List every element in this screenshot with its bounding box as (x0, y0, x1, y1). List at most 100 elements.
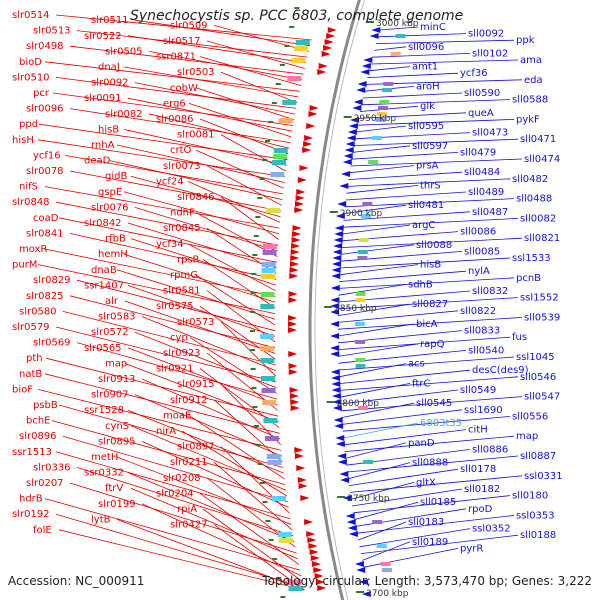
annotation-block (383, 82, 394, 86)
forward-gene-label: folE (33, 525, 52, 536)
leader-line (340, 389, 459, 405)
reverse-gene-label: ssl1552 (520, 293, 559, 304)
leader-line (347, 178, 511, 187)
forward-gene-arrow (326, 33, 336, 39)
backbone-arc (308, 0, 361, 600)
forward-gene-label: slr0207 (26, 478, 64, 489)
forward-gene-label: ssr0332 (84, 468, 124, 479)
leader-line (339, 376, 519, 391)
forward-gene-arrow (308, 543, 318, 549)
leader-line (76, 279, 276, 332)
annotation-block (272, 496, 287, 501)
leader-line (372, 53, 471, 58)
annotation-block (372, 136, 383, 140)
reverse-gene-label: ssl0331 (524, 471, 563, 482)
forward-gene-arrow (291, 243, 301, 249)
forward-gene-label: slr0923 (163, 348, 201, 359)
annotation-block (264, 436, 279, 441)
forward-gene-label: slr0509 (170, 20, 208, 31)
forward-gene-arrow (290, 249, 300, 255)
leader-line (181, 430, 288, 497)
reverse-gene-arrow (333, 243, 343, 249)
reverse-gene-arrow (335, 441, 345, 447)
reverse-gene-arrow (361, 591, 371, 597)
forward-gene-label: slr0896 (19, 431, 57, 442)
reverse-gene-label: sll0886 (472, 444, 508, 455)
forward-gene-label: psbB (33, 400, 58, 411)
leader-line (206, 40, 305, 69)
forward-gene-label: pcr (33, 88, 50, 99)
reverse-gene-label: sll0556 (512, 411, 548, 422)
forward-gene-arrow (317, 585, 327, 591)
reverse-gene-arrow (342, 159, 352, 165)
reverse-gene-label: 6803t35 (420, 418, 462, 429)
reverse-gene-label: sll0185 (420, 497, 456, 508)
forward-gene-arrow (308, 111, 318, 117)
annotation-block (262, 400, 277, 405)
forward-gene-label: slr0583 (98, 312, 136, 323)
leader-line (134, 19, 311, 47)
leader-line (127, 35, 307, 64)
annotation-block (260, 334, 275, 339)
leader-line (134, 82, 296, 115)
reverse-gene-arrow (340, 477, 350, 483)
reverse-gene-label: gltX (416, 477, 436, 488)
leader-line (350, 158, 523, 167)
reverse-gene-labels: minC sll0092 ppk sll0096 sll0102 ama amt1 ycf36… (408, 22, 563, 554)
annotation-block (355, 358, 366, 362)
leader-line (341, 237, 523, 248)
leader-line (339, 369, 471, 384)
accession-label: Accession: NC_000911 (8, 574, 145, 588)
leader-line (148, 113, 290, 149)
leader-line (374, 46, 407, 51)
reverse-gene-arrow (330, 285, 340, 291)
leader-line (339, 383, 411, 398)
reverse-gene-arrow (353, 99, 363, 105)
forward-gene-arrow (298, 483, 308, 489)
annotation-block (355, 298, 366, 302)
reverse-gene-arrow (333, 417, 343, 423)
annotation-block (361, 214, 372, 218)
annotation-block (263, 418, 278, 423)
leader-line (220, 383, 281, 445)
reverse-gene-arrow (358, 579, 368, 585)
leader-line (379, 26, 419, 31)
leader-line (127, 285, 276, 337)
reverse-gene-label: sll0549 (460, 385, 496, 396)
reverse-gene-label: sll0488 (516, 194, 552, 205)
leader-line (69, 295, 276, 349)
leader-line (213, 461, 293, 531)
leader-line (344, 198, 515, 208)
forward-gene-label: bchE (26, 416, 51, 427)
annotation-block (266, 454, 281, 459)
leader-line (354, 132, 471, 140)
leader-line (141, 316, 276, 371)
reverse-gene-label: sll0082 (520, 213, 556, 224)
forward-gene-arrow (302, 147, 312, 153)
leader-line (130, 487, 298, 560)
leader-line (343, 422, 419, 439)
reverse-gene-arrow (345, 513, 355, 519)
leader-line (55, 451, 291, 520)
forward-gene-arrow (306, 123, 316, 129)
forward-gene-arrow (288, 321, 298, 327)
forward-gene-label: natB (19, 369, 42, 380)
annotation-block (278, 118, 293, 123)
forward-gene-label: cynS (105, 421, 129, 432)
leader-line (220, 134, 287, 172)
forward-gene-arrow (288, 327, 297, 333)
leader-line (355, 125, 407, 133)
annotation-block (282, 100, 297, 105)
reverse-gene-label: sll0102 (472, 48, 508, 59)
reverse-gene-label: sll0086 (460, 227, 496, 238)
forward-gene-label: slr0427 (170, 520, 208, 531)
reverse-gene-arrow (335, 435, 345, 441)
forward-gene-arrow (299, 165, 309, 171)
annotation-block (357, 250, 368, 254)
annotation-block (287, 580, 302, 585)
forward-gene-label: rpsR (177, 254, 200, 265)
annotation-block (260, 304, 275, 309)
reverse-gene-label: sll0088 (416, 240, 452, 251)
reverse-gene-label: sll0547 (524, 392, 560, 403)
